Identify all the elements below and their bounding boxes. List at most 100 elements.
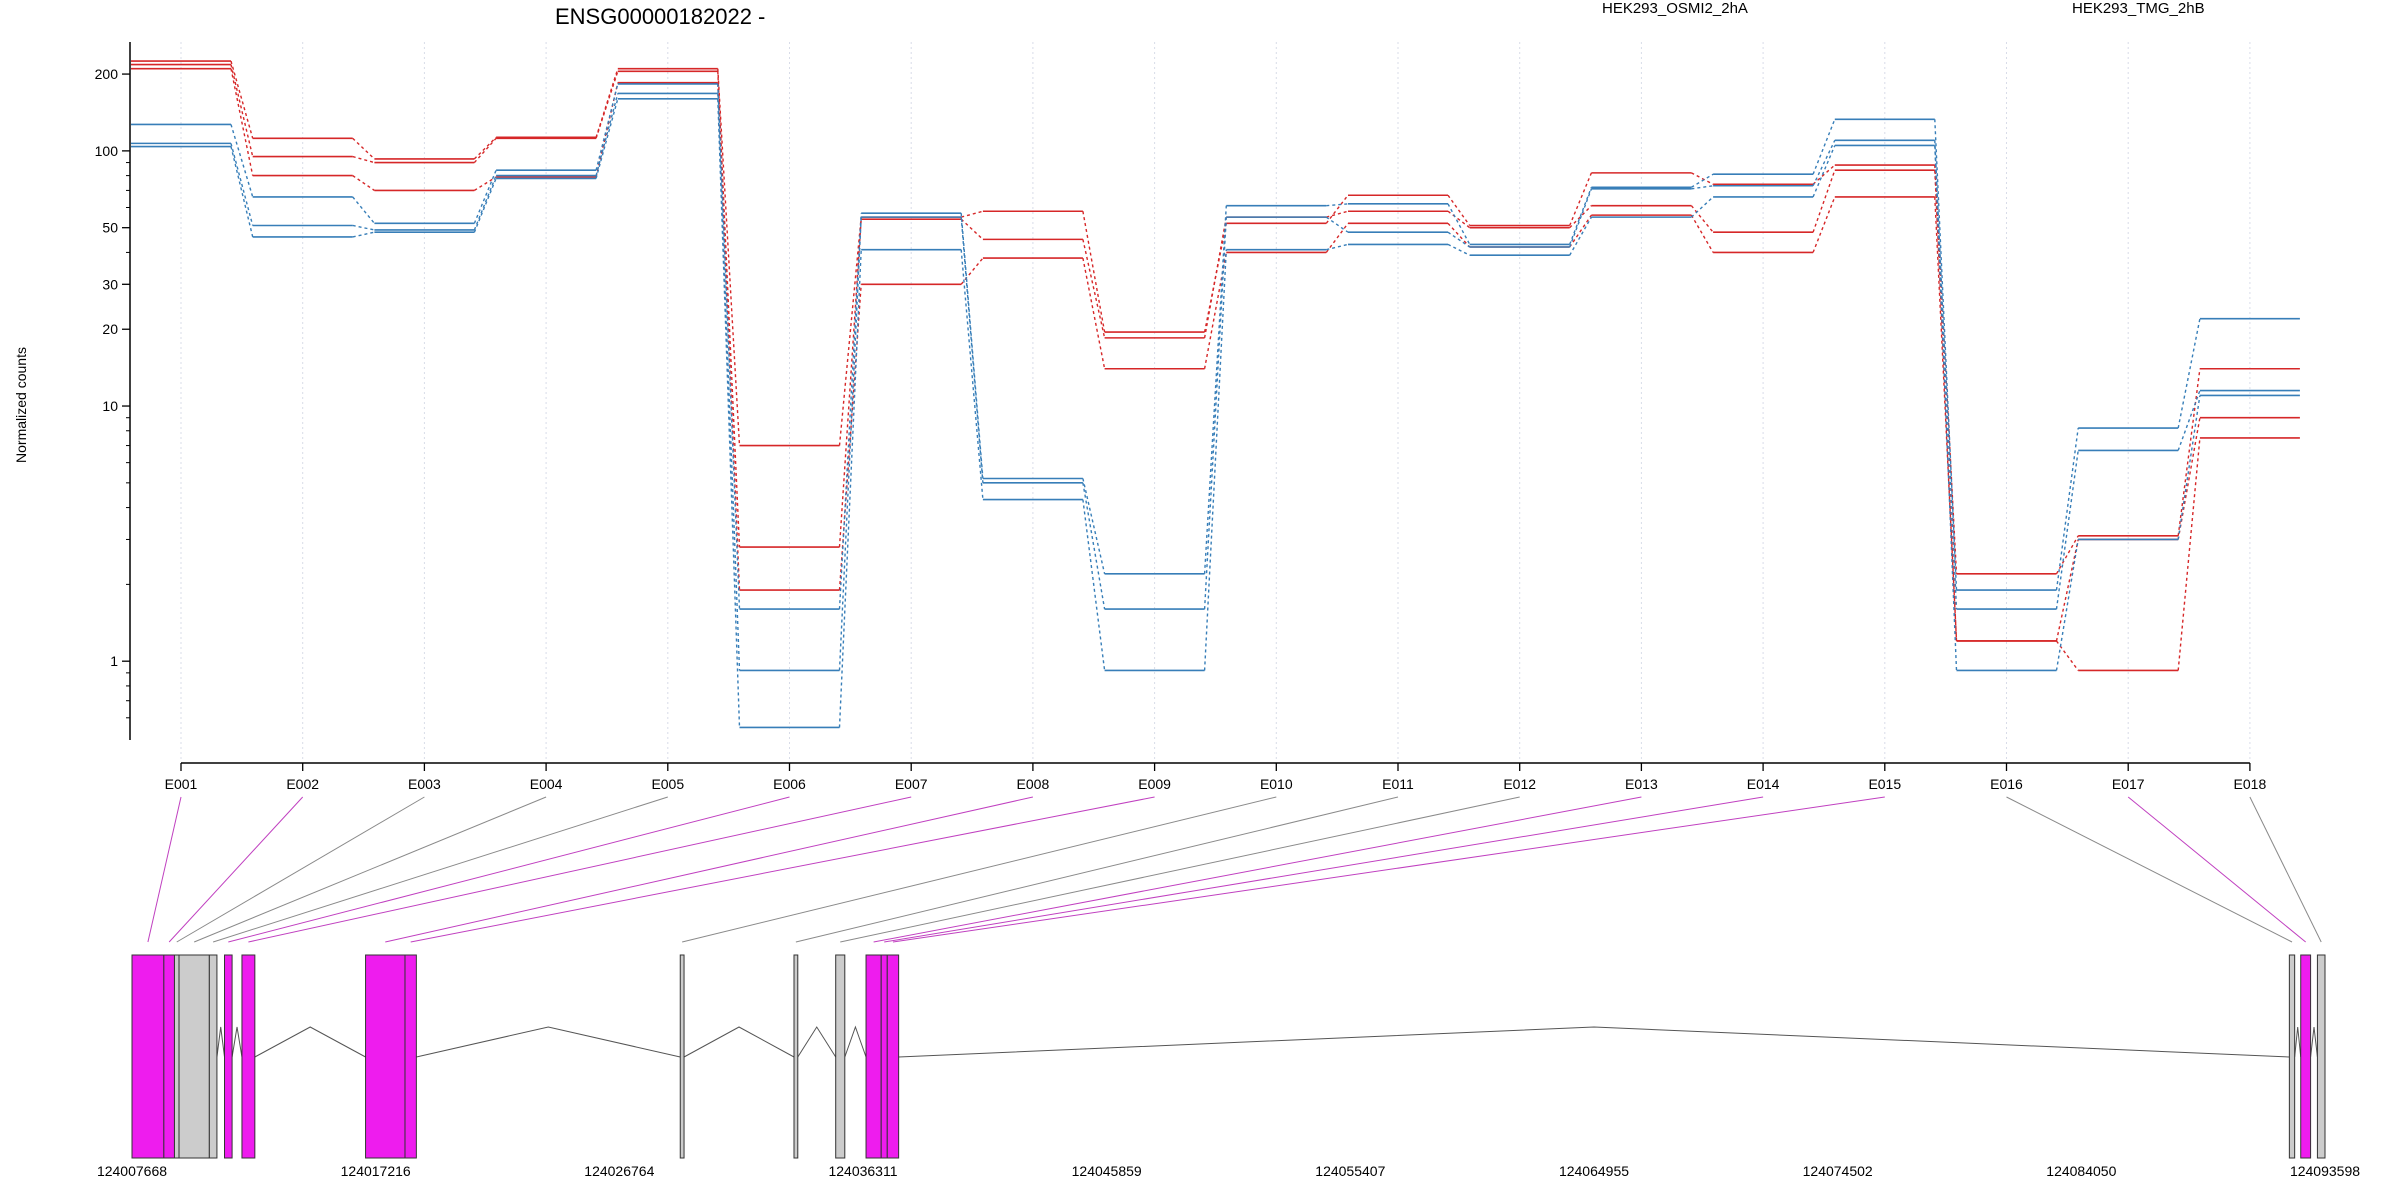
intron-line: [416, 1026, 681, 1058]
transition-line: [230, 64, 254, 157]
y-tick-label: 100: [95, 143, 119, 159]
exon-block-e017: [2300, 954, 2312, 1159]
exon-block-e003: [173, 954, 180, 1159]
connector-e003: [176, 796, 425, 943]
transition-line: [2055, 450, 2079, 610]
transition-line: [717, 83, 741, 610]
connector-e004: [193, 796, 547, 943]
exon-block-e008: [365, 954, 406, 1159]
transition-line: [352, 155, 375, 164]
transition-line: [352, 196, 375, 224]
transition-line: [1691, 172, 1714, 185]
exon-block-e012: [835, 954, 846, 1159]
connector-e017: [2127, 796, 2306, 943]
transition-line: [473, 136, 497, 160]
x-tick-label-e003: E003: [408, 776, 441, 792]
transition-line: [1203, 217, 1227, 338]
x-tick-label-e013: E013: [1625, 776, 1658, 792]
transition-line: [1326, 203, 1349, 207]
transition-line: [1812, 119, 1836, 175]
transition-line: [960, 218, 984, 240]
grid: [180, 42, 2251, 760]
transition-line: [1325, 194, 1349, 224]
transition-line: [717, 71, 741, 548]
transition-line: [1203, 249, 1227, 671]
coordinate-tick-label: 124007668: [97, 1163, 167, 1179]
x-tick-label-e011: E011: [1382, 776, 1414, 792]
transition-line: [474, 176, 497, 192]
transition-line: [230, 143, 254, 226]
transition-line: [1326, 210, 1349, 218]
transition-line: [1934, 119, 1958, 591]
x-tick-label-e016: E016: [1990, 776, 2023, 792]
series-2: [131, 63, 2300, 642]
intron-line: [683, 1026, 795, 1058]
transition-line: [2177, 368, 2201, 536]
transition-line: [473, 178, 497, 233]
y-tick-label: 1: [110, 653, 118, 669]
connector-e009: [410, 796, 1155, 943]
x-tick-label-e001: E001: [165, 776, 198, 792]
transition-line: [595, 83, 619, 171]
transition-line: [1812, 140, 1836, 187]
x-tick-label-e008: E008: [1017, 776, 1050, 792]
x-tick-label-e009: E009: [1138, 776, 1171, 792]
transition-line: [1082, 499, 1106, 671]
x-tick-label-e004: E004: [530, 776, 563, 792]
transition-line: [1690, 196, 1714, 218]
transition-line: [2055, 427, 2079, 591]
connector-e002: [168, 796, 304, 943]
connector-e005: [212, 796, 668, 943]
transition-line: [1325, 216, 1349, 233]
transition-line: [352, 224, 375, 231]
legend-entry-tmg: HEK293_TMG_2hB: [2072, 0, 2205, 17]
exon-connector-lines: [147, 796, 2322, 943]
transition-line: [838, 249, 862, 728]
transition-line: [1082, 478, 1106, 574]
transition-line: [838, 217, 862, 446]
legend: HEK293_OSMI2_2hA HEK293_TMG_2hB: [1602, 0, 2205, 17]
transition-line: [2177, 318, 2201, 429]
transition-line: [838, 217, 862, 671]
connector-e015: [892, 796, 1885, 943]
transition-line: [1447, 231, 1471, 248]
transition-line: [960, 213, 984, 479]
transition-line: [1447, 210, 1471, 229]
transition-line: [2055, 539, 2079, 642]
connector-e012: [840, 796, 1520, 943]
transition-line: [1447, 243, 1471, 256]
coordinate-tick-label: 124064955: [1559, 1163, 1629, 1179]
intron-line: [797, 1026, 837, 1058]
transition-line: [1447, 194, 1471, 226]
intron-line: [844, 1025, 867, 1058]
transition-line: [352, 137, 375, 160]
x-tick-label-e017: E017: [2112, 776, 2145, 792]
transition-line: [838, 219, 862, 548]
transition-line: [230, 124, 254, 198]
transition-line: [1325, 222, 1349, 253]
coordinate-tick-label: 124026764: [584, 1163, 654, 1179]
exon-block-e014: [880, 954, 888, 1159]
transition-line: [352, 231, 375, 238]
intron-line: [2294, 1026, 2302, 1058]
transition-line: [473, 169, 497, 224]
exon-block-e007: [241, 954, 256, 1159]
transition-line: [1326, 243, 1349, 251]
intron-line: [216, 1026, 226, 1058]
transition-line: [230, 68, 254, 176]
transition-line: [960, 217, 984, 483]
x-tick-label-e015: E015: [1868, 776, 1901, 792]
intron-line: [898, 1026, 2290, 1058]
transition-line: [960, 249, 984, 500]
series-6: [131, 98, 2300, 729]
transition-line: [2055, 535, 2079, 575]
transition-line: [1812, 145, 1836, 198]
transition-line: [1934, 140, 1958, 610]
connector-e010: [682, 796, 1277, 943]
intron-line: [2310, 1026, 2318, 1058]
transition-line: [2177, 437, 2201, 671]
transition-line: [595, 93, 619, 176]
series-lines: [131, 60, 2300, 729]
transition-line: [1082, 211, 1106, 333]
